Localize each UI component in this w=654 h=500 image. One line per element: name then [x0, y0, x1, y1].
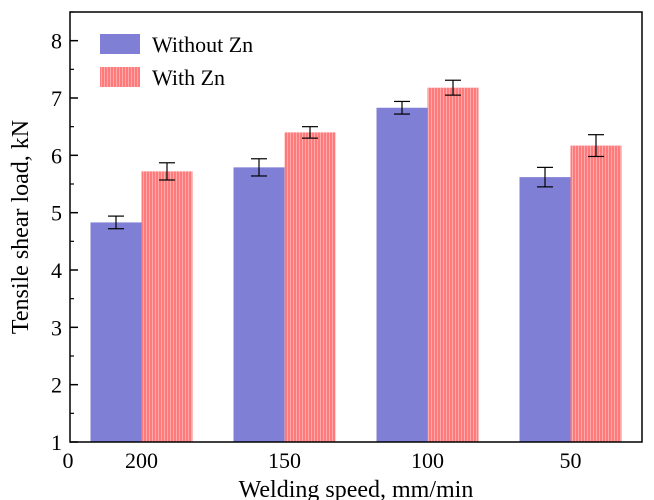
plot-frame [69, 11, 643, 443]
x-tick-label-200: 200 [125, 448, 158, 473]
error-bar-with-zn-200 [159, 162, 175, 181]
bar-without-zn-100 [376, 107, 428, 442]
legend-swatch-without-zn [100, 34, 140, 54]
error-bar-without-zn-200 [108, 215, 124, 230]
bar-with-zn-150 [284, 132, 336, 442]
legend-label-without-zn: Without Zn [152, 32, 253, 57]
bar-without-zn-150 [233, 167, 285, 442]
error-bar-with-zn-150 [302, 126, 318, 139]
error-bar-without-zn-100 [394, 100, 410, 115]
bar-without-zn-50 [519, 177, 571, 442]
bar-with-zn-100 [427, 87, 479, 443]
legend-swatch-with-zn [100, 67, 140, 87]
y-tick-label-7: 7 [51, 86, 62, 111]
y-tick-label-6: 6 [51, 143, 62, 168]
y-tick-label-1: 1 [51, 430, 62, 455]
y-tick-label-3: 3 [51, 315, 62, 340]
bar-with-zn-50 [570, 145, 622, 442]
legend-label-with-zn: With Zn [152, 65, 225, 90]
bar-with-zn-200 [141, 171, 193, 443]
x-axis-label: Welding speed, mm/min [239, 477, 474, 500]
error-bar-without-zn-150 [251, 158, 267, 177]
error-bar-with-zn-50 [588, 134, 604, 158]
y-tick-label-5: 5 [51, 201, 62, 226]
y-tick-label-2: 2 [51, 373, 62, 398]
bar-without-zn-200 [90, 222, 142, 442]
bars-layer [90, 87, 622, 443]
x-tick-label-50: 50 [560, 448, 582, 473]
y-tick-label-4: 4 [51, 258, 62, 283]
error-bar-with-zn-100 [445, 79, 461, 96]
y-axis-label: Tensile shear load, kN [8, 120, 34, 334]
x-tick-label-100: 100 [411, 448, 444, 473]
y-tick-label-8: 8 [51, 29, 62, 54]
ticks-layer: 1 2 3 4 5 6 7 8 0 200 150 100 50 [51, 11, 582, 473]
x-tick-label-150: 150 [268, 448, 301, 473]
x-origin-label: 0 [63, 448, 74, 473]
error-bar-without-zn-50 [537, 166, 553, 188]
legend: Without Zn With Zn [100, 32, 253, 90]
error-bars-layer [108, 79, 604, 230]
